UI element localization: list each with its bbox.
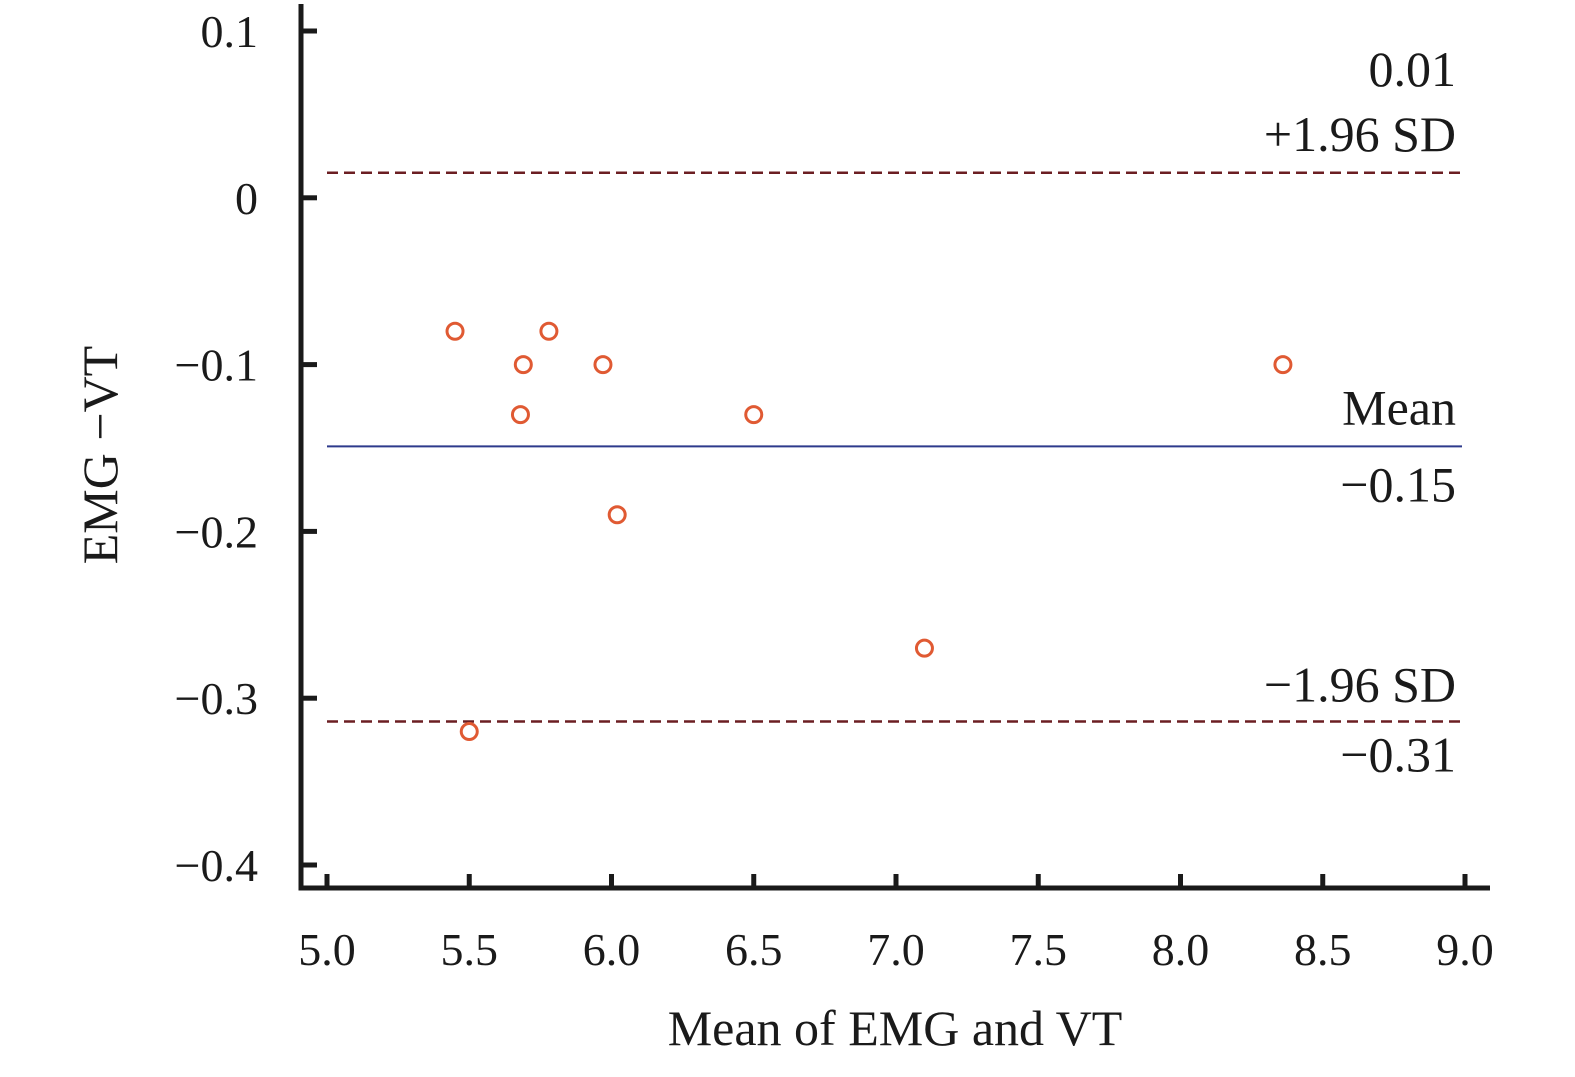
x-tick-label: 7.5	[1010, 924, 1068, 975]
data-point	[510, 405, 530, 425]
ref-label-top: −1.96 SD	[1264, 657, 1456, 713]
data-point	[539, 321, 559, 341]
y-tick-label: 0	[235, 173, 258, 224]
x-tick-label: 7.0	[867, 924, 925, 975]
data-point	[1273, 355, 1293, 375]
data-points	[445, 321, 1293, 742]
ref-label-top: Mean	[1342, 379, 1456, 435]
ref-label-top: 0.01	[1369, 41, 1457, 97]
y-tick-label: −0.4	[175, 840, 258, 891]
x-tick-label: 8.0	[1152, 924, 1210, 975]
y-tick-label: −0.2	[175, 506, 258, 557]
x-tick-label: 6.5	[725, 924, 783, 975]
data-point	[914, 638, 934, 658]
x-tick-label: 5.5	[441, 924, 499, 975]
x-tick-label: 9.0	[1436, 924, 1494, 975]
data-point	[744, 405, 764, 425]
reference-lines	[327, 171, 1462, 723]
x-axis-ticks: 5.0 5.5 6.0 6.5 7.0 7.5 8.0 8.5 9.0	[298, 874, 1494, 975]
x-tick-label: 6.0	[583, 924, 641, 975]
y-axis-ticks: 0.1 0 −0.1 −0.2 −0.3 −0.4	[175, 6, 317, 891]
data-point	[513, 355, 533, 375]
x-axis-title: Mean of EMG and VT	[668, 1000, 1123, 1056]
data-point	[607, 505, 627, 525]
x-tick-label: 8.5	[1294, 924, 1352, 975]
x-tick-label: 5.0	[298, 924, 356, 975]
y-tick-label: 0.1	[201, 6, 259, 57]
y-tick-label: −0.1	[175, 340, 258, 391]
data-point	[459, 722, 479, 742]
ref-label-bottom: −0.31	[1340, 727, 1456, 783]
ref-label-bottom: +1.96 SD	[1264, 106, 1456, 162]
y-tick-label: −0.3	[175, 673, 258, 724]
reference-line-labels: 0.01 +1.96 SD Mean −0.15 −1.96 SD −0.31	[1264, 41, 1456, 783]
data-point	[445, 321, 465, 341]
y-axis-title: EMG −VT	[72, 346, 128, 564]
ref-label-bottom: −0.15	[1340, 456, 1456, 512]
data-point	[593, 355, 613, 375]
